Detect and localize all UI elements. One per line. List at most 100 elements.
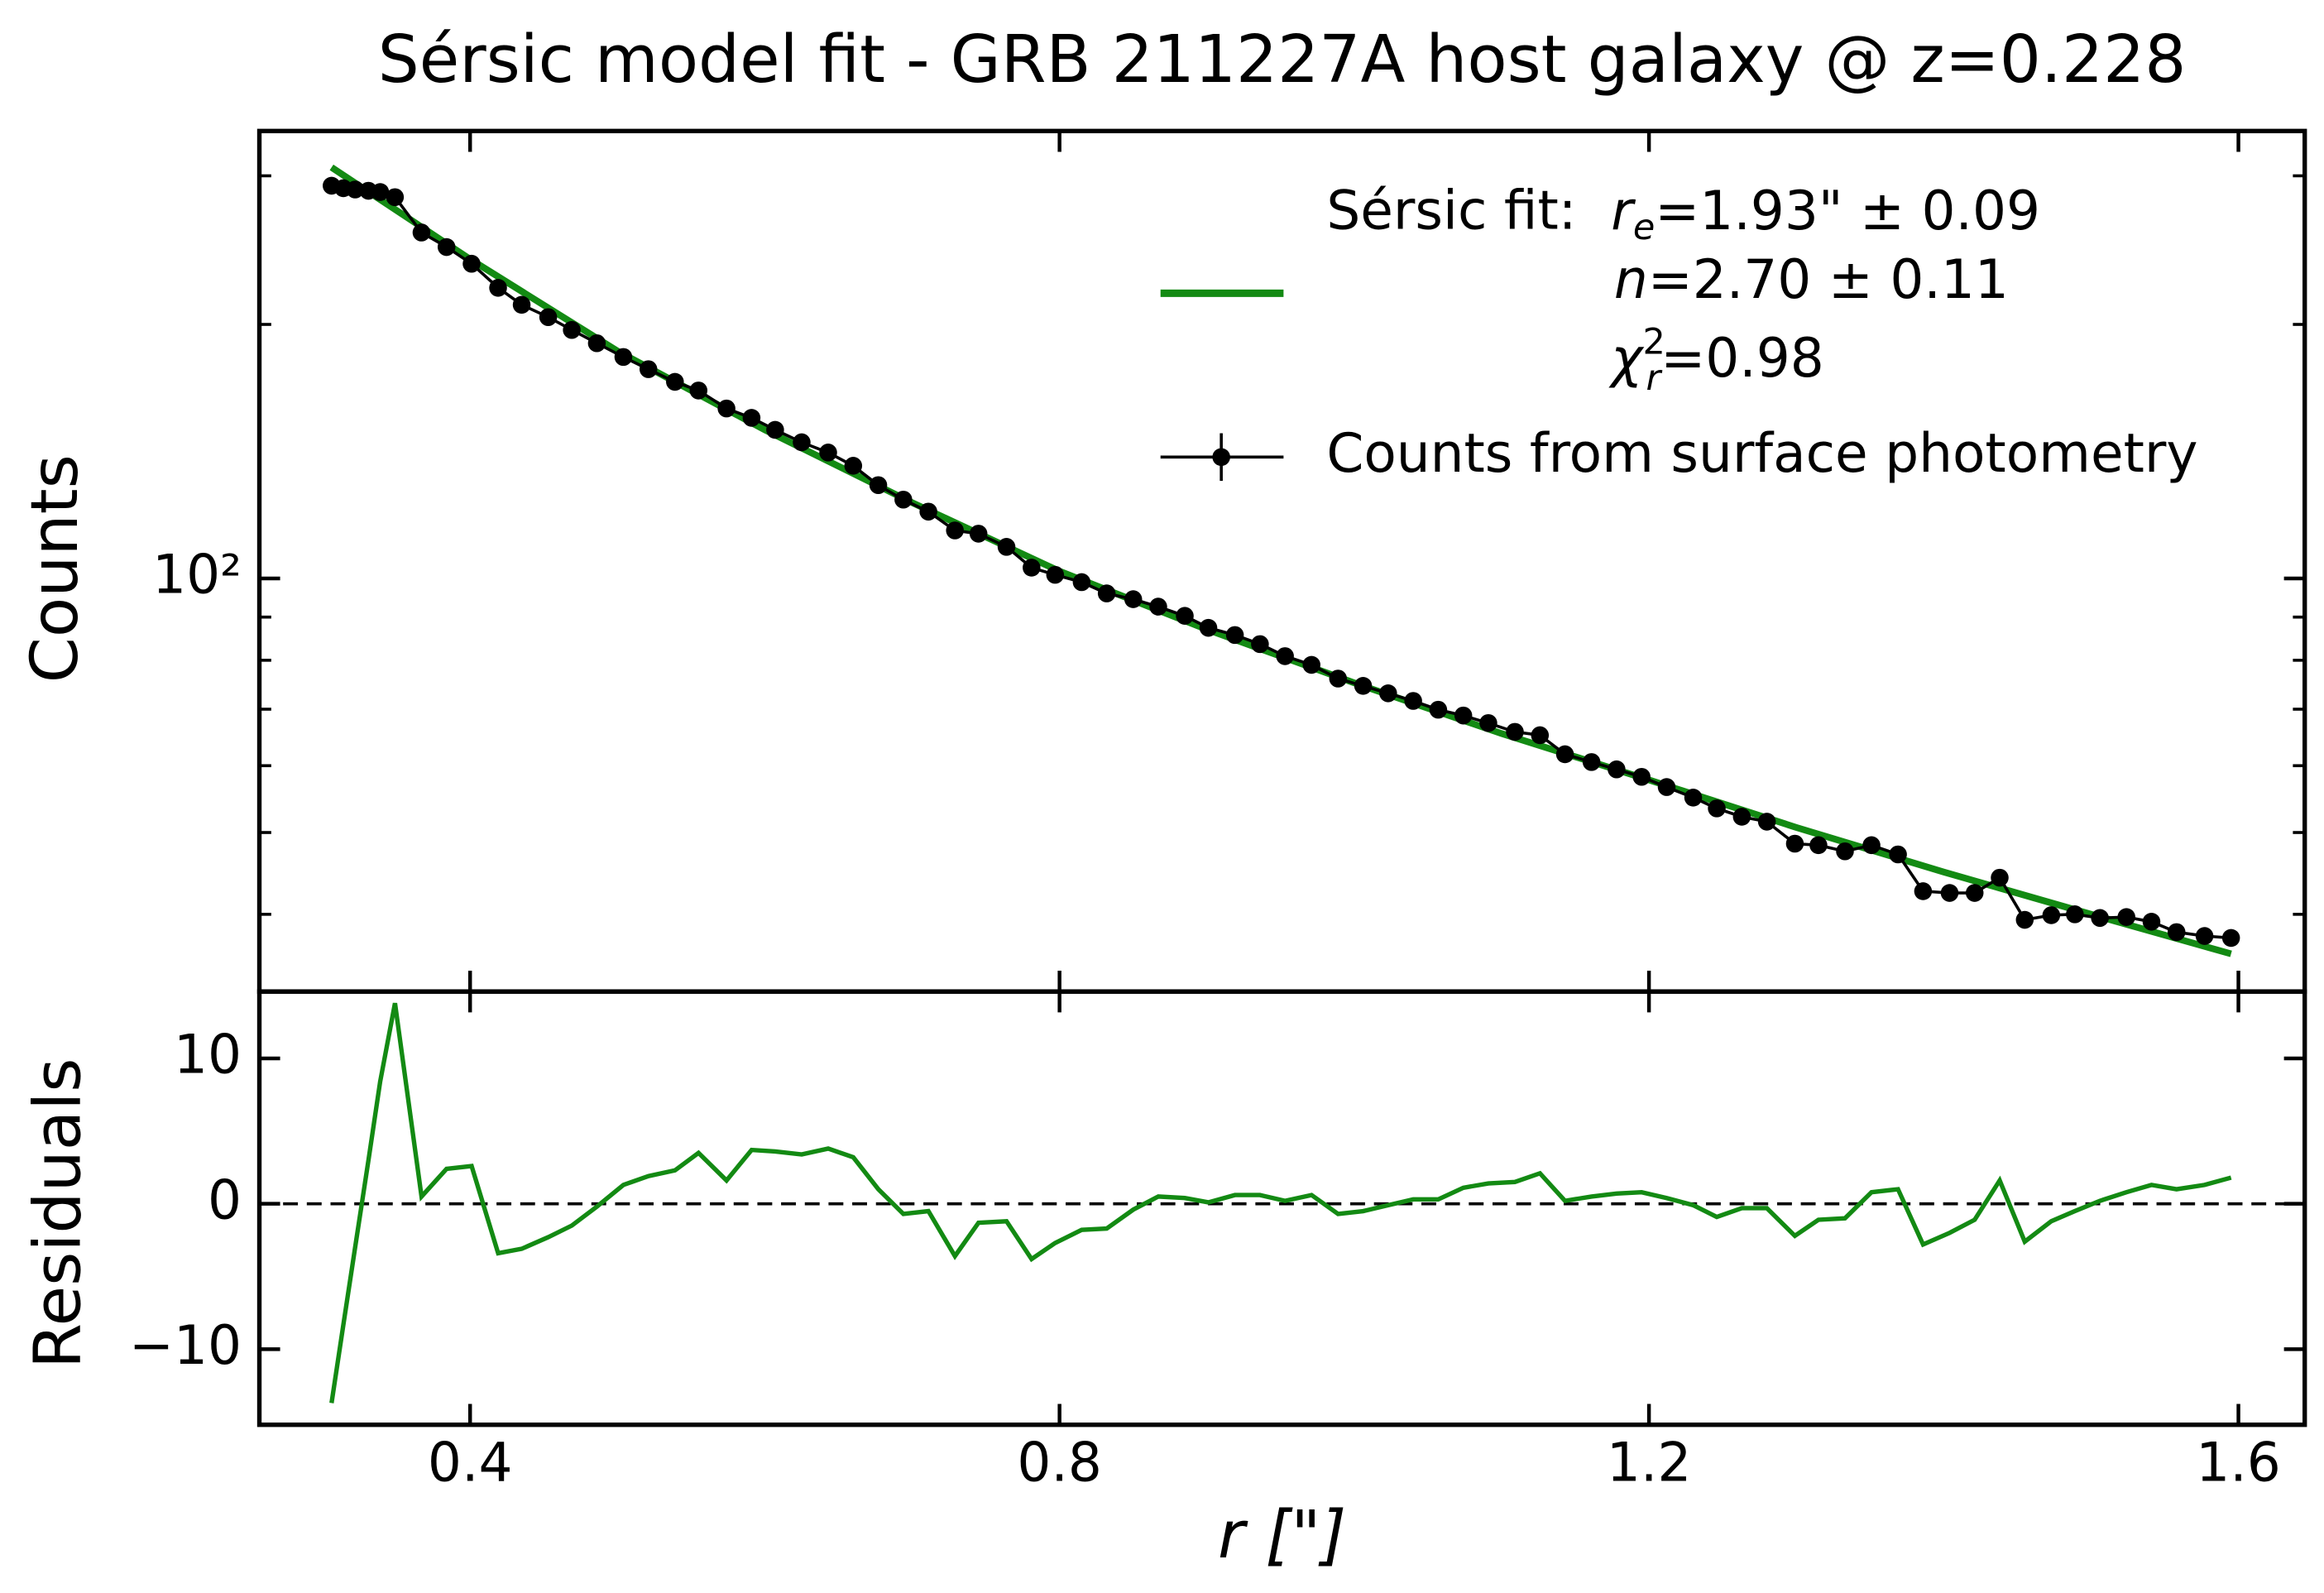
data-point bbox=[2015, 910, 2034, 929]
data-point bbox=[412, 223, 431, 242]
symbol: χ bbox=[1608, 328, 1645, 390]
annotation-text: =0.98 bbox=[1660, 328, 1824, 390]
data-point bbox=[1757, 813, 1776, 831]
data-point bbox=[1555, 745, 1574, 764]
data-point bbox=[1785, 834, 1804, 853]
data-point bbox=[766, 420, 784, 439]
legend-label: Sérsic fit: bbox=[1326, 180, 1576, 242]
data-point bbox=[742, 409, 761, 427]
data-point bbox=[2142, 913, 2161, 931]
data-point bbox=[1991, 868, 2009, 887]
data-point bbox=[1404, 692, 1422, 710]
subscript: e bbox=[1633, 206, 1655, 247]
data-point bbox=[2042, 906, 2061, 924]
y-tick-label: 10 bbox=[174, 1024, 242, 1086]
x-tick-label: 1.2 bbox=[1607, 1432, 1692, 1495]
data-point bbox=[2091, 909, 2109, 928]
data-point bbox=[1124, 590, 1143, 608]
data-point bbox=[1531, 726, 1550, 745]
data-point bbox=[2168, 923, 2186, 942]
data-point bbox=[819, 444, 837, 462]
data-point bbox=[793, 433, 811, 452]
legend-annotation: χ2 r=0.98 bbox=[1608, 321, 1823, 398]
subscript: r bbox=[1646, 357, 1663, 398]
x-tick-label: 0.8 bbox=[1017, 1432, 1102, 1495]
data-point bbox=[1199, 618, 1218, 637]
data-point bbox=[1708, 799, 1726, 818]
data-point bbox=[1657, 778, 1676, 796]
data-point bbox=[563, 320, 581, 339]
legend-label: Counts from surface photometry bbox=[1326, 423, 2197, 485]
data-point bbox=[346, 180, 365, 199]
data-point bbox=[1276, 647, 1294, 665]
data-point bbox=[869, 476, 888, 495]
data-point bbox=[2221, 928, 2240, 948]
data-point bbox=[614, 348, 633, 367]
data-point bbox=[1809, 836, 1828, 855]
series-line bbox=[329, 1002, 2232, 1403]
data-point bbox=[512, 295, 531, 314]
data-point bbox=[1072, 573, 1091, 592]
data-point bbox=[371, 183, 390, 201]
data-point bbox=[1149, 597, 1167, 616]
data-point bbox=[997, 538, 1016, 556]
data-point bbox=[437, 238, 456, 257]
data-point bbox=[1176, 607, 1194, 626]
y-axis-label: Residuals bbox=[20, 1058, 96, 1369]
data-point bbox=[1329, 669, 1348, 688]
data-point bbox=[717, 399, 736, 418]
data-point bbox=[1582, 753, 1601, 771]
y-tick-label: 0 bbox=[208, 1169, 242, 1231]
data-point bbox=[1836, 842, 1854, 861]
data-point bbox=[386, 188, 405, 207]
y-tick-label: 10² bbox=[152, 545, 242, 607]
data-point bbox=[1914, 882, 1933, 900]
data-point bbox=[462, 254, 481, 273]
superscript: 2 bbox=[1642, 321, 1665, 362]
data-point bbox=[1632, 767, 1651, 786]
data-point bbox=[639, 360, 658, 378]
x-tick-label: 0.4 bbox=[428, 1432, 513, 1495]
data-point bbox=[1862, 836, 1881, 855]
data-point bbox=[666, 372, 684, 391]
data-point bbox=[1046, 565, 1065, 584]
data-point bbox=[1097, 584, 1116, 602]
legend-annotation: n=2.70 ± 0.11 bbox=[1614, 248, 2009, 310]
data-point bbox=[1479, 713, 1497, 732]
annotation-text: =1.93" ± 0.09 bbox=[1655, 180, 2040, 242]
data-point bbox=[539, 308, 558, 327]
data-point bbox=[1251, 635, 1269, 654]
data-point bbox=[1889, 845, 1907, 864]
x-tick-label: 1.6 bbox=[2196, 1432, 2281, 1495]
data-point bbox=[1684, 789, 1703, 807]
data-point bbox=[844, 457, 863, 475]
data-point bbox=[1965, 884, 1984, 902]
data-point bbox=[1023, 559, 1041, 577]
data-point bbox=[689, 381, 708, 400]
data-point bbox=[1506, 722, 1524, 741]
data-point bbox=[1732, 808, 1751, 826]
y-axis-label: Counts bbox=[17, 454, 93, 683]
data-point bbox=[489, 279, 507, 297]
symbol: r bbox=[1611, 180, 1636, 242]
data-point bbox=[1302, 655, 1320, 674]
x-axis-label: r ["] bbox=[1218, 1497, 1346, 1573]
data-point bbox=[1454, 706, 1473, 725]
data-point bbox=[969, 525, 988, 543]
data-point bbox=[1379, 684, 1397, 703]
y-tick-label: −10 bbox=[129, 1315, 242, 1377]
data-point bbox=[919, 502, 937, 521]
data-point bbox=[1429, 700, 1448, 719]
data-point bbox=[2195, 927, 2214, 945]
data-point bbox=[1940, 884, 1959, 902]
data-point bbox=[2066, 905, 2084, 924]
legend-swatch bbox=[1212, 448, 1230, 467]
data-point bbox=[1225, 626, 1244, 645]
plot-frame bbox=[256, 989, 2307, 1427]
data-point bbox=[946, 521, 964, 540]
legend-annotation: re=1.93" ± 0.09 bbox=[1611, 180, 2040, 248]
data-point bbox=[894, 490, 913, 509]
annotation-text: =2.70 ± 0.11 bbox=[1648, 248, 2009, 310]
